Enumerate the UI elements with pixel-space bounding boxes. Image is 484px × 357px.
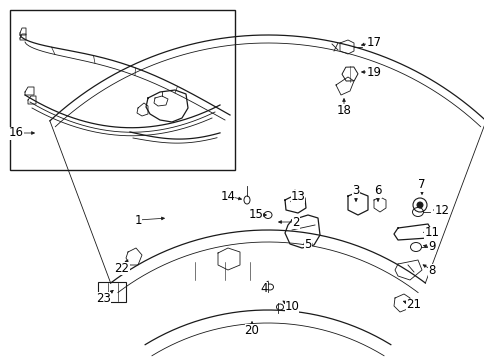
Text: 19: 19 [366, 65, 381, 79]
Text: 1: 1 [134, 213, 141, 226]
Text: 3: 3 [351, 185, 359, 197]
Text: 21: 21 [406, 298, 421, 312]
Text: 22: 22 [114, 261, 129, 275]
Text: 18: 18 [336, 104, 351, 116]
Text: 23: 23 [96, 292, 111, 305]
Text: 10: 10 [284, 301, 299, 313]
Text: 20: 20 [244, 323, 259, 337]
Text: 8: 8 [427, 263, 435, 277]
Bar [10, 10, 235, 170]
Ellipse shape [416, 202, 422, 208]
Text: 11: 11 [424, 226, 439, 240]
Text: 9: 9 [427, 241, 435, 253]
Text: 7: 7 [417, 178, 425, 191]
Text: 13: 13 [290, 190, 305, 202]
Text: 6: 6 [374, 185, 381, 197]
Text: 5: 5 [303, 237, 311, 251]
Text: 14: 14 [220, 190, 235, 202]
Bar [98, 282, 126, 302]
Text: 16: 16 [9, 126, 23, 140]
Text: 2: 2 [292, 216, 299, 228]
Text: 15: 15 [248, 208, 263, 221]
Text: 12: 12 [434, 203, 449, 216]
Text: 17: 17 [366, 35, 381, 49]
Text: 4: 4 [260, 282, 267, 295]
